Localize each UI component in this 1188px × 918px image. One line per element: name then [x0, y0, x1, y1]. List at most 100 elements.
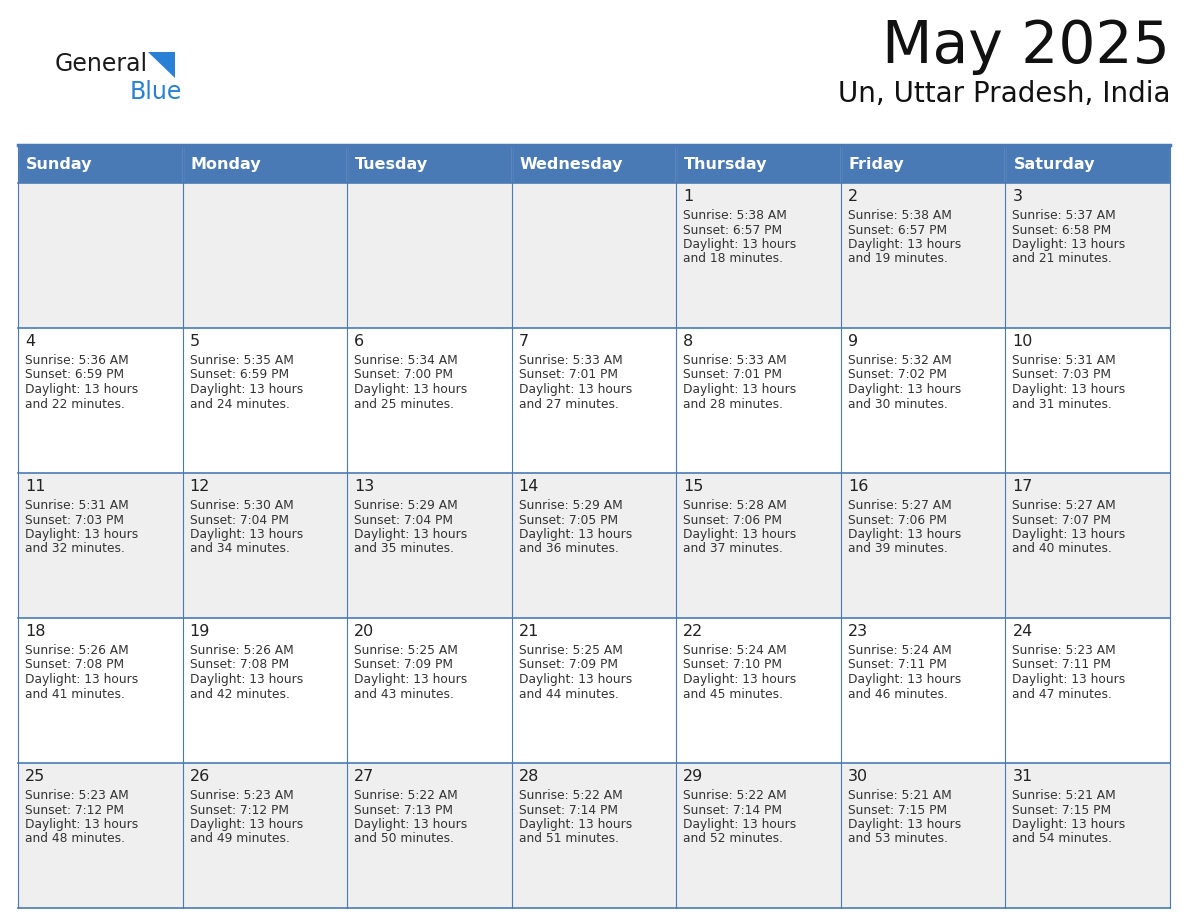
Bar [512, 618, 676, 763]
Text: Sunrise: 5:35 AM: Sunrise: 5:35 AM [190, 354, 293, 367]
Text: Sunset: 6:59 PM: Sunset: 6:59 PM [190, 368, 289, 382]
Text: 24: 24 [1012, 624, 1032, 639]
Text: Sunrise: 5:22 AM: Sunrise: 5:22 AM [354, 789, 457, 802]
Text: and 35 minutes.: and 35 minutes. [354, 543, 454, 555]
Text: 11: 11 [25, 479, 45, 494]
Bar [676, 473, 841, 618]
Bar [347, 473, 512, 618]
Text: Sunset: 7:14 PM: Sunset: 7:14 PM [683, 803, 782, 816]
Text: Daylight: 13 hours: Daylight: 13 hours [354, 818, 467, 831]
Text: Sunset: 7:01 PM: Sunset: 7:01 PM [519, 368, 618, 382]
Bar [512, 145, 676, 183]
Text: Daylight: 13 hours: Daylight: 13 hours [1012, 818, 1126, 831]
Text: Sunrise: 5:27 AM: Sunrise: 5:27 AM [1012, 499, 1117, 512]
Text: 21: 21 [519, 624, 539, 639]
Bar [18, 183, 183, 328]
Text: Daylight: 13 hours: Daylight: 13 hours [683, 818, 796, 831]
Text: Sunset: 6:57 PM: Sunset: 6:57 PM [683, 223, 783, 237]
Bar [1005, 763, 1170, 908]
Text: Daylight: 13 hours: Daylight: 13 hours [190, 818, 303, 831]
Text: Sunset: 7:12 PM: Sunset: 7:12 PM [190, 803, 289, 816]
Text: May 2025: May 2025 [883, 18, 1170, 75]
Bar [1005, 183, 1170, 328]
Text: and 39 minutes.: and 39 minutes. [848, 543, 948, 555]
Text: and 53 minutes.: and 53 minutes. [848, 833, 948, 845]
Text: Sunrise: 5:24 AM: Sunrise: 5:24 AM [848, 644, 952, 657]
Bar [347, 145, 512, 183]
Bar [18, 328, 183, 473]
Text: and 27 minutes.: and 27 minutes. [519, 397, 619, 410]
Text: and 47 minutes.: and 47 minutes. [1012, 688, 1112, 700]
Text: Sunset: 7:14 PM: Sunset: 7:14 PM [519, 803, 618, 816]
Text: Daylight: 13 hours: Daylight: 13 hours [190, 383, 303, 396]
Text: and 49 minutes.: and 49 minutes. [190, 833, 290, 845]
Text: 23: 23 [848, 624, 868, 639]
Text: and 41 minutes.: and 41 minutes. [25, 688, 125, 700]
Bar [1005, 473, 1170, 618]
Text: Sunrise: 5:21 AM: Sunrise: 5:21 AM [848, 789, 952, 802]
Bar [841, 183, 1005, 328]
Text: Friday: Friday [849, 156, 904, 172]
Text: and 28 minutes.: and 28 minutes. [683, 397, 783, 410]
Bar [1005, 145, 1170, 183]
Text: and 25 minutes.: and 25 minutes. [354, 397, 454, 410]
Text: 6: 6 [354, 334, 365, 349]
Text: Sunset: 7:09 PM: Sunset: 7:09 PM [354, 658, 453, 671]
Text: Wednesday: Wednesday [519, 156, 623, 172]
Text: 16: 16 [848, 479, 868, 494]
Text: Sunset: 7:04 PM: Sunset: 7:04 PM [354, 513, 453, 527]
Text: 12: 12 [190, 479, 210, 494]
Text: and 54 minutes.: and 54 minutes. [1012, 833, 1112, 845]
Text: Sunrise: 5:36 AM: Sunrise: 5:36 AM [25, 354, 128, 367]
Text: Sunset: 7:11 PM: Sunset: 7:11 PM [848, 658, 947, 671]
Bar [841, 763, 1005, 908]
Text: Daylight: 13 hours: Daylight: 13 hours [190, 673, 303, 686]
Text: Sunrise: 5:33 AM: Sunrise: 5:33 AM [683, 354, 786, 367]
Text: Daylight: 13 hours: Daylight: 13 hours [519, 383, 632, 396]
Bar [347, 618, 512, 763]
Text: Daylight: 13 hours: Daylight: 13 hours [354, 383, 467, 396]
Text: 15: 15 [683, 479, 703, 494]
Text: Sunrise: 5:22 AM: Sunrise: 5:22 AM [519, 789, 623, 802]
Text: Sunrise: 5:21 AM: Sunrise: 5:21 AM [1012, 789, 1117, 802]
Text: Daylight: 13 hours: Daylight: 13 hours [1012, 528, 1126, 541]
Text: Sunset: 7:00 PM: Sunset: 7:00 PM [354, 368, 453, 382]
Text: and 21 minutes.: and 21 minutes. [1012, 252, 1112, 265]
Text: Sunrise: 5:26 AM: Sunrise: 5:26 AM [25, 644, 128, 657]
Text: and 40 minutes.: and 40 minutes. [1012, 543, 1112, 555]
Text: Sunset: 7:06 PM: Sunset: 7:06 PM [683, 513, 782, 527]
Text: Sunrise: 5:38 AM: Sunrise: 5:38 AM [683, 209, 788, 222]
Text: Thursday: Thursday [684, 156, 767, 172]
Text: Sunrise: 5:25 AM: Sunrise: 5:25 AM [354, 644, 459, 657]
Text: Sunset: 7:12 PM: Sunset: 7:12 PM [25, 803, 124, 816]
Text: Daylight: 13 hours: Daylight: 13 hours [190, 528, 303, 541]
Text: Daylight: 13 hours: Daylight: 13 hours [25, 383, 138, 396]
Text: 29: 29 [683, 769, 703, 784]
Text: Sunset: 7:03 PM: Sunset: 7:03 PM [1012, 368, 1112, 382]
Text: Sunset: 7:02 PM: Sunset: 7:02 PM [848, 368, 947, 382]
Text: and 34 minutes.: and 34 minutes. [190, 543, 290, 555]
Polygon shape [148, 52, 175, 78]
Text: Daylight: 13 hours: Daylight: 13 hours [848, 528, 961, 541]
Text: Sunset: 7:08 PM: Sunset: 7:08 PM [25, 658, 124, 671]
Text: Monday: Monday [190, 156, 261, 172]
Text: 28: 28 [519, 769, 539, 784]
Text: and 42 minutes.: and 42 minutes. [190, 688, 290, 700]
Text: and 52 minutes.: and 52 minutes. [683, 833, 783, 845]
Bar [18, 473, 183, 618]
Text: Daylight: 13 hours: Daylight: 13 hours [683, 673, 796, 686]
Bar [676, 763, 841, 908]
Text: Sunset: 7:15 PM: Sunset: 7:15 PM [1012, 803, 1112, 816]
Text: 9: 9 [848, 334, 858, 349]
Text: Sunset: 7:05 PM: Sunset: 7:05 PM [519, 513, 618, 527]
Text: Daylight: 13 hours: Daylight: 13 hours [519, 673, 632, 686]
Text: General: General [55, 52, 148, 76]
Text: Daylight: 13 hours: Daylight: 13 hours [354, 528, 467, 541]
Text: Daylight: 13 hours: Daylight: 13 hours [354, 673, 467, 686]
Text: Daylight: 13 hours: Daylight: 13 hours [683, 238, 796, 251]
Text: Sunrise: 5:25 AM: Sunrise: 5:25 AM [519, 644, 623, 657]
Text: and 45 minutes.: and 45 minutes. [683, 688, 783, 700]
Bar [841, 328, 1005, 473]
Text: and 48 minutes.: and 48 minutes. [25, 833, 125, 845]
Text: and 19 minutes.: and 19 minutes. [848, 252, 948, 265]
